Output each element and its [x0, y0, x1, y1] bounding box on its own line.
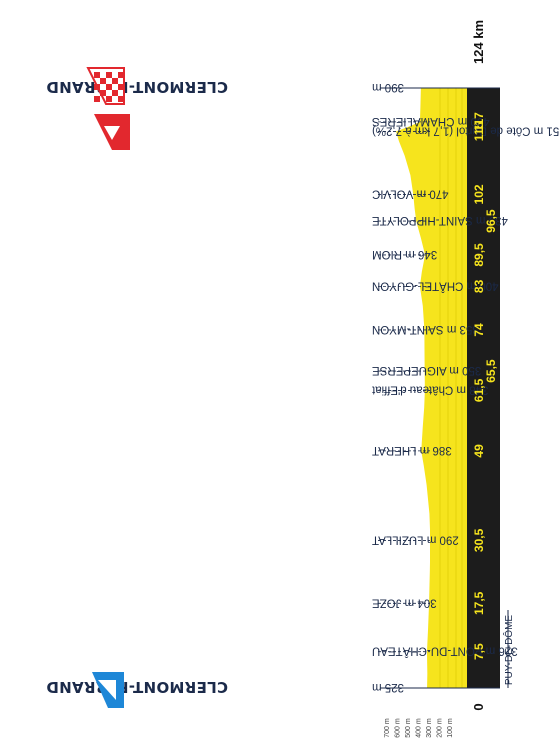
climb-icon-mark [104, 126, 120, 140]
waypoint-label: 651 m Côte de Durtol (1,7 km à 7,2%) [372, 125, 559, 137]
finish-flag-check [118, 96, 124, 102]
finish-flag-check [118, 84, 124, 90]
waypoint-km-marker: 65,5 [484, 359, 498, 383]
waypoint-label: 439 m SAINT-HIPPOLYTE [372, 214, 508, 226]
checkered-flag-icon [86, 67, 125, 105]
finish-flag-check [94, 84, 100, 90]
finish-city-name: CLERMONT-FERRAND [46, 78, 228, 96]
profile-base-band [430, 88, 467, 688]
waypoint-label: 304 m JOZE [372, 596, 437, 608]
altitude-tick-label: 400 m [416, 718, 423, 738]
waypoint-km-marker: 49 [472, 444, 486, 458]
waypoint-km-marker: 74 [472, 323, 486, 337]
finish-flag-check [106, 84, 112, 90]
waypoint-label: 346 m RIOM [372, 248, 437, 260]
waypoint-km-marker: 30,5 [472, 528, 486, 552]
elevation-profile-area [396, 88, 431, 688]
waypoint-label: 290 m LUZILLAT [372, 533, 459, 545]
start-altitude-label: 325 m [372, 681, 404, 693]
finish-altitude-label: 390 m [372, 81, 404, 93]
waypoint-label: 326 m PONT-DU-CHÂTEAU [372, 645, 518, 658]
finish-flag-check [106, 96, 112, 102]
waypoint-km-marker: 96,5 [484, 209, 498, 233]
altitude-tick-label: 600 m [395, 718, 402, 738]
finish-flag-check [94, 96, 100, 102]
finish-flag-check [100, 78, 106, 84]
altitude-tick-label: 700 m [384, 718, 391, 738]
start-flag-mark [98, 680, 116, 700]
waypoint-km-marker: 102 [472, 184, 486, 204]
total-distance-label: 124 km [471, 20, 486, 64]
waypoint-km-marker: 7,5 [472, 643, 486, 660]
waypoint-km-marker: 17,5 [472, 591, 486, 615]
finish-flag-check [106, 72, 112, 78]
altitude-tick-label: 300 m [426, 718, 433, 738]
waypoint-km-marker: 117 [472, 112, 486, 132]
waypoint-label: 348 m Château d'Effiat [371, 383, 488, 395]
road-band [467, 88, 500, 688]
finish-flag-check [118, 72, 124, 78]
waypoint-label: 386 m LHERAT [372, 444, 452, 456]
finish-flag-check [112, 90, 118, 96]
waypoint-label: 470 m VOLVIC [372, 187, 449, 199]
altitude-tick-label: 200 m [437, 718, 444, 738]
waypoint-label: 350 m AIGUEPERSE [372, 364, 482, 376]
climb-category-icon [94, 114, 130, 150]
finish-flag-check [112, 78, 118, 84]
finish-flag-check [100, 90, 106, 96]
waypoint-km-marker: 83 [472, 279, 486, 293]
region-label: PUY-DE-DÔME [502, 615, 515, 686]
waypoint-label: 353 m SAINT-MYON [372, 323, 479, 335]
altitude-tick-label: 500 m [405, 718, 412, 738]
start-city-name: CLERMONT-FERRAND [46, 678, 228, 696]
altitude-tick-label: 100 m [447, 718, 454, 738]
waypoint-km-marker: 89,5 [472, 243, 486, 267]
waypoint-label: 400 m CHÂTEL-GUYON [372, 279, 499, 292]
finish-flag-check [94, 72, 100, 78]
start-flag-icon [92, 672, 124, 708]
waypoint-km-marker: 61,5 [472, 378, 486, 402]
waypoint-label: 400 m CHAMALIÈRES [372, 115, 490, 128]
start-km-label: 0 [471, 703, 486, 710]
waypoint-km-marker: 115 [472, 122, 486, 142]
